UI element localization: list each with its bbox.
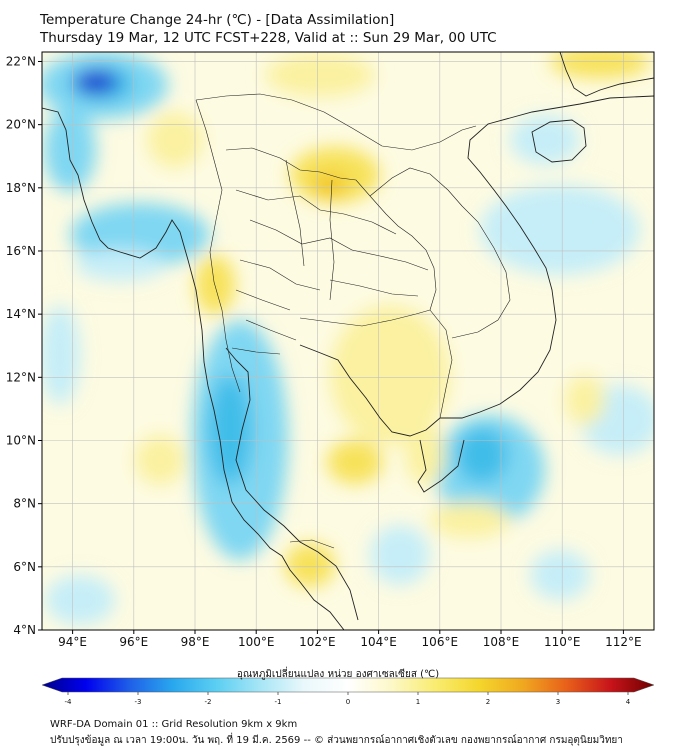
lon-tick-label: 106°E xyxy=(422,635,459,649)
map-title: Temperature Change 24-hr (℃) - [Data Ass… xyxy=(40,12,395,28)
cool-anomaly-gulf-tonkin xyxy=(480,185,640,275)
colorbar-tick-label: -3 xyxy=(135,698,142,706)
border-thailand-cambodia xyxy=(299,309,431,327)
colorbar-tick-label: 3 xyxy=(556,698,560,706)
cool-anomaly-southwest xyxy=(45,575,115,625)
lat-tick-label: 10°N xyxy=(6,433,36,447)
province-lines-central xyxy=(231,289,297,355)
lat-tick-label: 8°N xyxy=(13,497,36,511)
border-china xyxy=(195,93,477,151)
lat-tick-label: 14°N xyxy=(6,307,36,321)
colorbar-bar xyxy=(41,677,655,693)
colorbar-tick-label: -1 xyxy=(275,698,282,706)
colorbar-tick-label: 2 xyxy=(486,698,490,706)
border-myanmar-thailand xyxy=(195,99,241,393)
colorbar-tick-label: 1 xyxy=(416,698,420,706)
lat-tick-label: 6°N xyxy=(13,560,36,574)
warm-anomaly-east xyxy=(565,375,605,425)
border-laos-vietnam xyxy=(369,167,511,339)
map-subtitle-valid-time: Thursday 19 Mar, 12 UTC FCST+228, Valid … xyxy=(40,30,497,46)
footer-update-info: ปรับปรุงข้อมูล ณ เวลา 19:00น. วัน พฤ. ที… xyxy=(50,735,623,746)
lat-tick-label: 12°N xyxy=(6,370,36,384)
footer-model-info: WRF-DA Domain 01 :: Grid Resolution 9km … xyxy=(50,719,298,730)
lon-tick-label: 102°E xyxy=(299,635,336,649)
colorbar-ticks: -4 -3 -2 -1 0 1 2 3 4 xyxy=(65,692,631,706)
border-malaysia xyxy=(289,539,335,549)
lon-tick-label: 96°E xyxy=(119,635,148,649)
cool-anomaly-peninsula-core xyxy=(208,375,252,485)
coastline-gulf-of-thailand xyxy=(225,347,359,621)
lat-tick-label: 18°N xyxy=(6,181,36,195)
colorbar: -4 -3 -2 -1 0 1 2 3 4 xyxy=(41,677,655,706)
warm-core-north-laos xyxy=(312,173,348,197)
lon-tick-label: 104°E xyxy=(360,635,397,649)
map-frame xyxy=(41,51,655,631)
lon-tick-label: 112°E xyxy=(605,635,642,649)
lat-tick-label: 22°N xyxy=(6,54,36,68)
colorbar-tick-label: -4 xyxy=(65,698,73,706)
lon-tick-label: 100°E xyxy=(238,635,275,649)
warm-anomaly-north xyxy=(265,53,375,97)
lon-tick-label: 110°E xyxy=(544,635,581,649)
coastlines-and-borders xyxy=(42,52,654,630)
province-lines-northeast xyxy=(329,213,429,297)
warm-anomaly-northeast xyxy=(550,52,650,78)
cool-anomaly-west xyxy=(42,305,80,405)
lon-tick-label: 94°E xyxy=(58,635,87,649)
coastline-hainan xyxy=(531,119,587,163)
cool-anomaly-andaman-2 xyxy=(75,249,165,281)
coastline-myanmar xyxy=(42,107,345,630)
lon-tick-label: 98°E xyxy=(181,635,210,649)
cold-core-center xyxy=(74,70,118,94)
cool-anomaly-south-vietnam-core xyxy=(456,427,508,483)
province-lines-north xyxy=(235,159,353,301)
lat-tick-label: 4°N xyxy=(13,623,36,637)
warm-anomaly-cambodia xyxy=(330,305,450,445)
coastline-cambodia xyxy=(299,344,441,437)
warm-anomaly-andaman-sea xyxy=(135,435,185,485)
cool-anomaly-west-myanmar xyxy=(44,108,96,192)
lon-tick-label: 108°E xyxy=(483,635,520,649)
lat-tick-label: 20°N xyxy=(6,118,36,132)
colorbar-tick-label: 0 xyxy=(346,698,350,706)
coastline-north xyxy=(559,52,654,97)
warm-anomaly-myanmar xyxy=(147,112,203,168)
colorbar-tick-label: 4 xyxy=(626,698,631,706)
map-area xyxy=(42,52,654,630)
axis-labels: 22°N 20°N 18°N 16°N 14°N 12°N 10°N 8°N 6°N 4°N 94°… xyxy=(6,54,642,649)
warm-anomaly-south-thailand xyxy=(285,543,335,587)
warm-anomaly-mekong xyxy=(405,425,445,485)
warm-anomaly-south-sea xyxy=(430,502,510,538)
warm-anomaly-gulf xyxy=(327,440,383,484)
coastline-vietnam xyxy=(440,95,654,419)
cool-anomaly-southeast xyxy=(530,550,590,600)
colorbar-label: อุณหภูมิเปลี่ยนแปลง หน่วย องศาเซลเซียส (… xyxy=(236,669,440,680)
colorbar-tick-label: -2 xyxy=(205,698,212,706)
province-borders xyxy=(195,93,511,549)
lat-tick-label: 16°N xyxy=(6,244,36,258)
cool-anomaly-south xyxy=(370,525,430,585)
border-cambodia-vietnam xyxy=(429,309,453,419)
graticule xyxy=(42,52,654,630)
coastline-ca-mau xyxy=(417,439,465,493)
